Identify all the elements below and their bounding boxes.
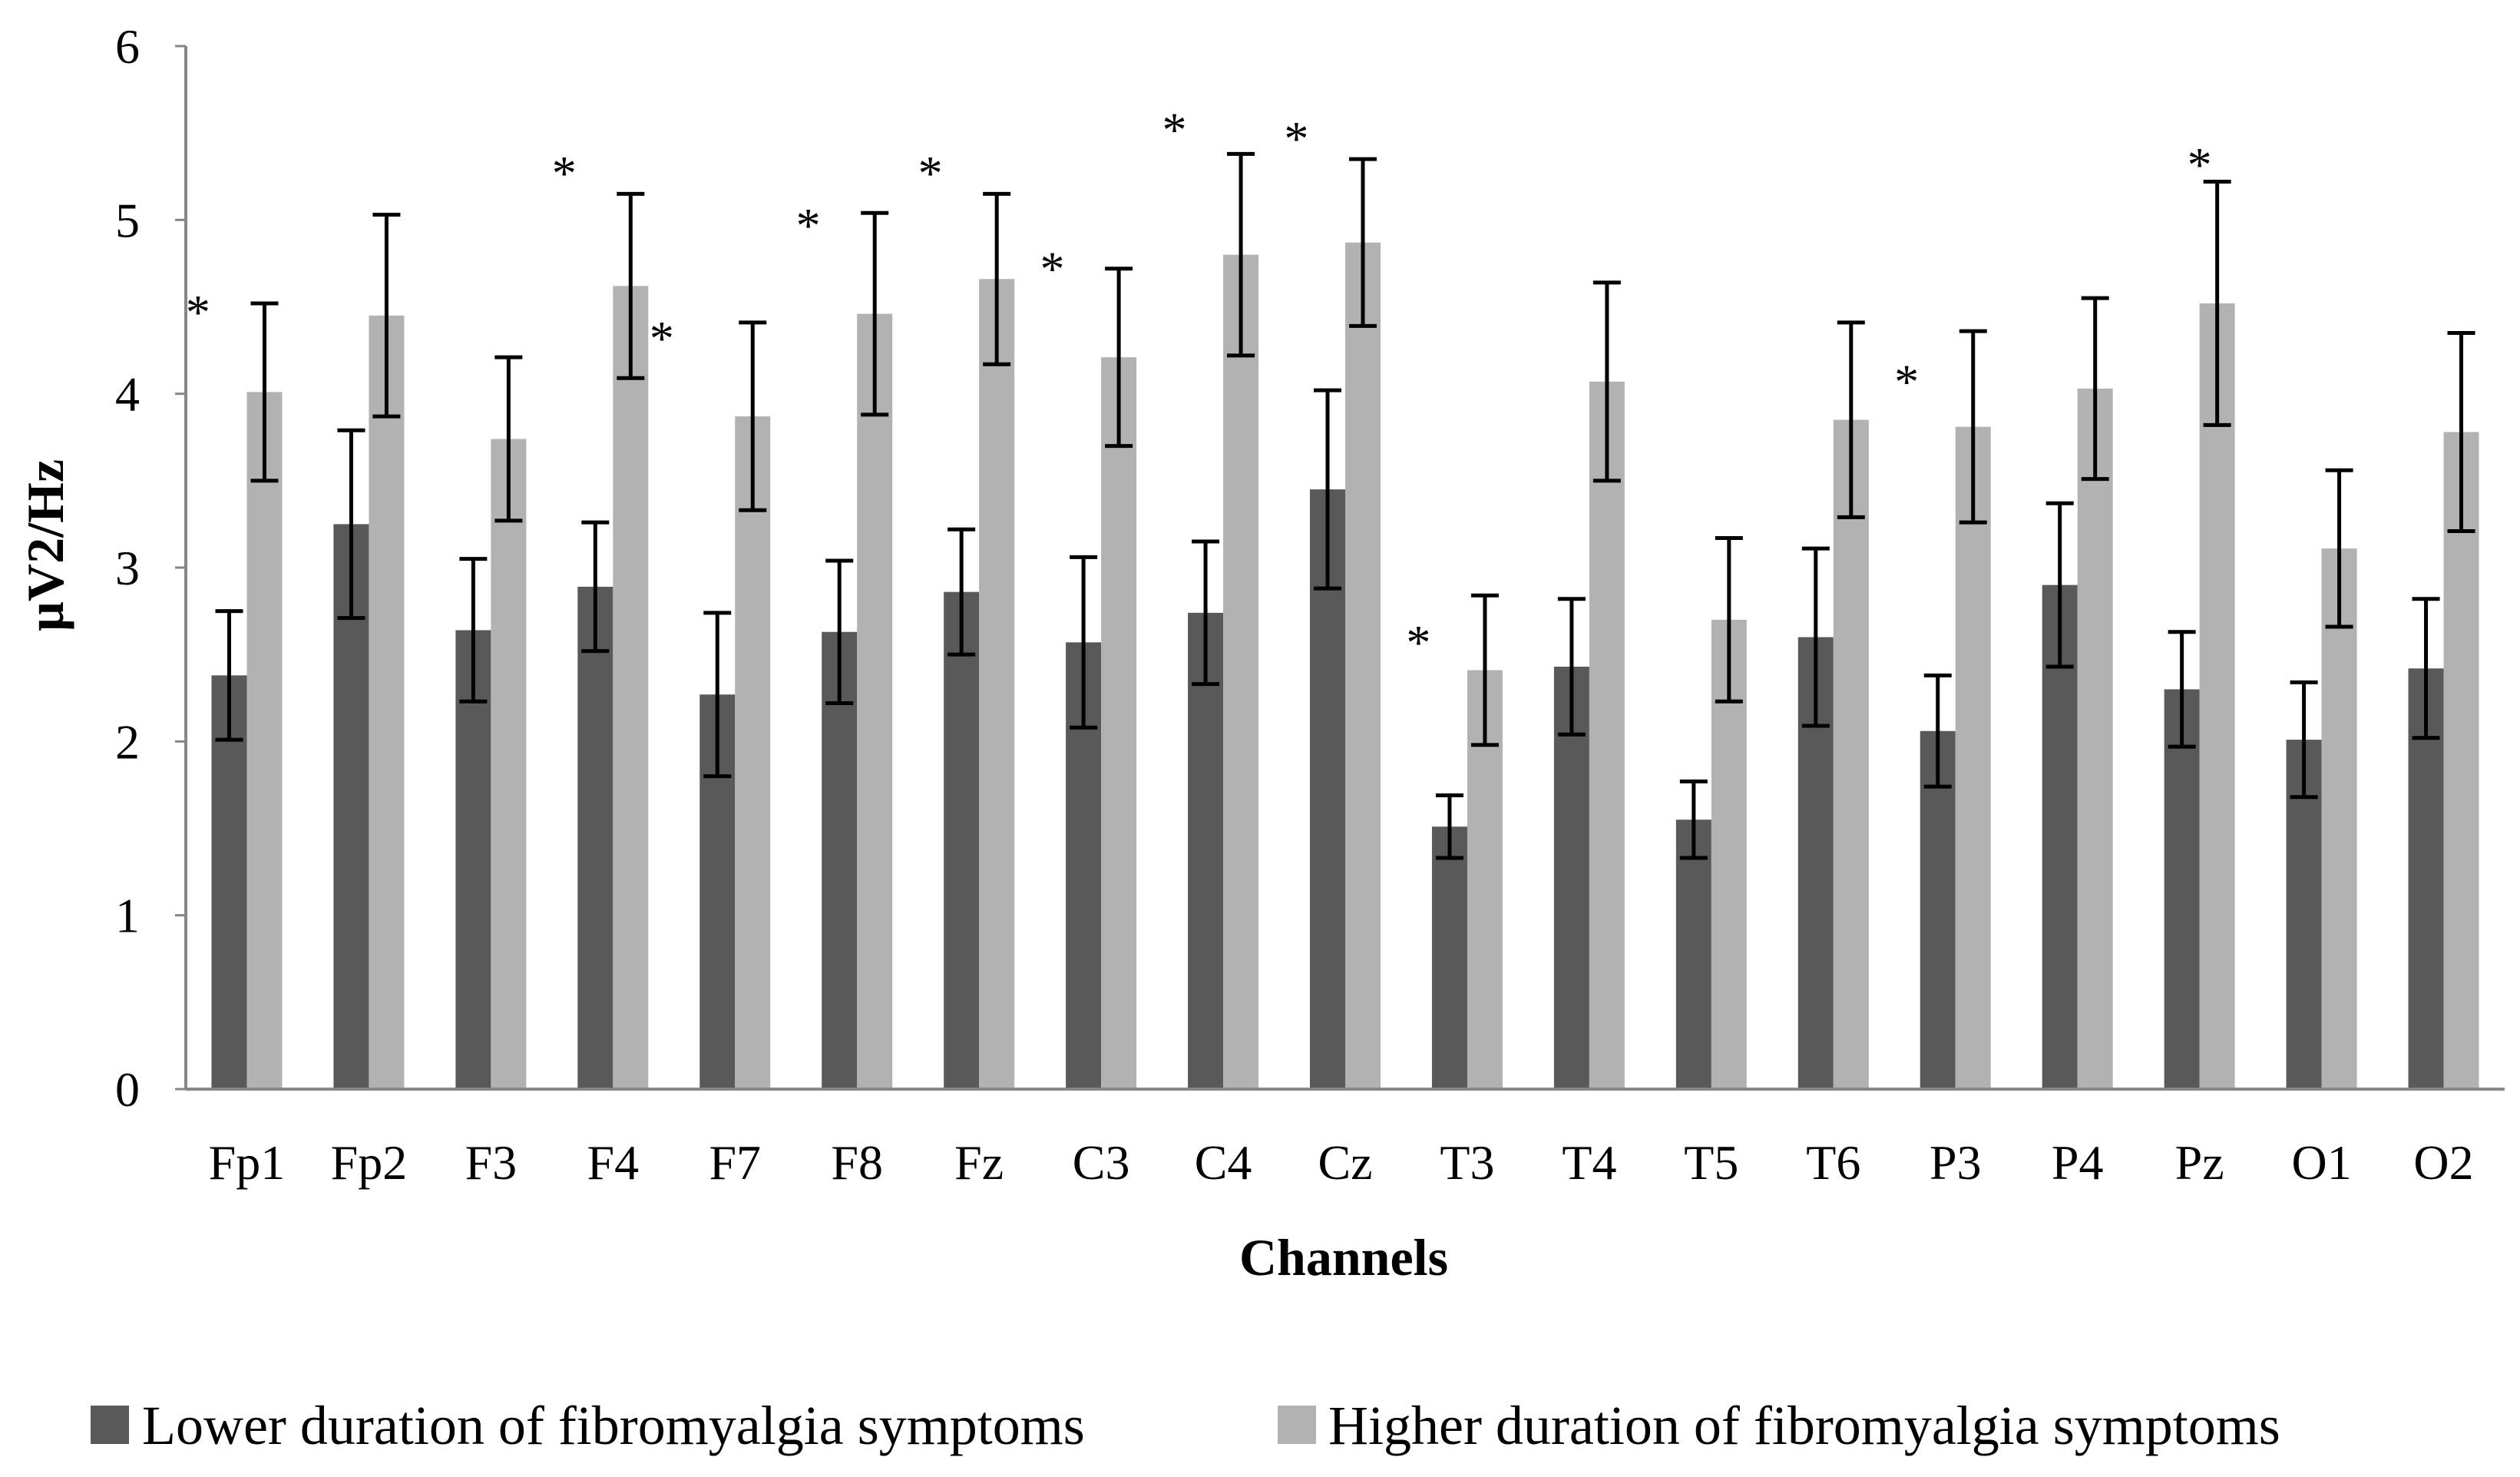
bars-layer [211,242,2479,1090]
bar-lower-F8 [822,631,858,1089]
legend-swatch-higher [1278,1406,1316,1444]
significance-asterisk-Fz: * [918,146,943,200]
bar-higher-C3 [1101,357,1137,1089]
legend: Lower duration of fibromyalgia symptoms … [91,1395,2280,1456]
x-tick-label-T5: T5 [1684,1135,1738,1190]
bar-higher-T4 [1589,381,1625,1089]
x-tick-label-O2: O2 [2413,1135,2473,1190]
x-tick-label-P4: P4 [2052,1135,2104,1190]
bar-higher-C4 [1223,254,1259,1090]
legend-label-higher: Higher duration of fibromyalgia symptoms [1328,1395,2280,1456]
bar-lower-F4 [577,586,613,1089]
x-tick-label-T6: T6 [1806,1135,1860,1190]
significance-asterisk-P3: * [1894,355,1919,409]
x-tick-label-F3: F3 [465,1135,518,1190]
x-tick-label-C4: C4 [1195,1135,1252,1190]
bar-higher-P3 [1955,426,1991,1089]
x-tick-label-Fz: Fz [954,1135,1004,1190]
y-axis-title: µV2/Hz [16,459,74,631]
x-tick-label-F7: F7 [709,1135,761,1190]
bar-lower-T3 [1431,826,1467,1089]
bar-higher-T6 [1833,419,1869,1089]
bar-lower-P4 [2042,585,2078,1089]
bar-lower-Fp1 [211,675,247,1089]
x-tick-label-F4: F4 [587,1135,640,1190]
significance-asterisk-Pz: * [2188,137,2212,192]
legend-swatch-lower [91,1406,129,1444]
x-tick-label-T4: T4 [1562,1135,1616,1190]
legend-label-lower: Lower duration of fibromyalgia symptoms [142,1395,1085,1456]
x-axis-ticks: Fp1 Fp2 F3 F4 F7 F8 Fz C3 C4 Cz T3 T4 T5 T6 P3 P4 Pz O1 O2 [209,1135,2474,1190]
bar-higher-P4 [2077,388,2113,1089]
significance-asterisk-F8: * [796,198,821,253]
y-tick-label: 2 [115,714,140,769]
bar-higher-F4 [613,286,649,1090]
y-tick-label: 0 [115,1062,140,1117]
bar-higher-F3 [491,439,527,1089]
bar-lower-Pz [2164,689,2200,1089]
x-tick-label-O1: O1 [2291,1135,2351,1190]
significance-asterisk-Fp1: * [186,285,210,339]
y-axis-ticks: 0 1 2 3 4 5 6 [115,19,186,1117]
bar-higher-Fz [979,279,1015,1090]
bar-lower-T5 [1675,820,1711,1089]
x-tick-label-Pz: Pz [2175,1135,2224,1190]
bar-lower-T4 [1553,667,1589,1089]
bar-higher-O2 [2443,432,2479,1089]
axes [184,46,2505,1091]
y-tick-label: 6 [115,19,140,74]
x-tick-label-Fp1: Fp1 [209,1135,286,1190]
bar-lower-P3 [1920,730,1956,1089]
significance-asterisk-Cz: * [1284,111,1308,166]
bar-higher-Pz [2199,303,2235,1089]
bar-higher-Fp2 [369,315,405,1090]
x-axis-title: Channels [1239,1228,1448,1287]
significance-asterisk-F4: * [650,311,674,366]
x-tick-label-T3: T3 [1440,1135,1494,1190]
significance-asterisk-C4: * [1162,103,1186,157]
bar-lower-F3 [455,630,491,1089]
x-tick-label-P3: P3 [1930,1135,1982,1190]
significance-asterisk-F4: * [552,146,577,200]
bar-higher-O1 [2321,548,2357,1089]
significance-asterisk-C3: * [1040,242,1065,296]
bar-lower-Fz [944,591,980,1089]
bar-higher-Cz [1345,242,1381,1090]
y-tick-label: 3 [115,541,140,595]
bar-higher-F7 [735,416,771,1089]
bar-higher-F8 [857,313,893,1089]
significance-markers: * * * * * * * * * * * [186,103,2212,671]
y-tick-label: 5 [115,193,140,247]
error-bars-layer [215,151,2475,860]
bar-lower-C4 [1188,612,1224,1089]
x-tick-label-F8: F8 [831,1135,883,1190]
y-tick-label: 4 [115,367,140,422]
bar-higher-Fp1 [246,392,283,1089]
y-tick-label: 1 [115,889,140,943]
x-tick-label-Fp2: Fp2 [331,1135,408,1190]
significance-asterisk-T3: * [1406,615,1430,670]
x-tick-label-C3: C3 [1073,1135,1130,1190]
x-tick-label-Cz: Cz [1318,1135,1372,1190]
